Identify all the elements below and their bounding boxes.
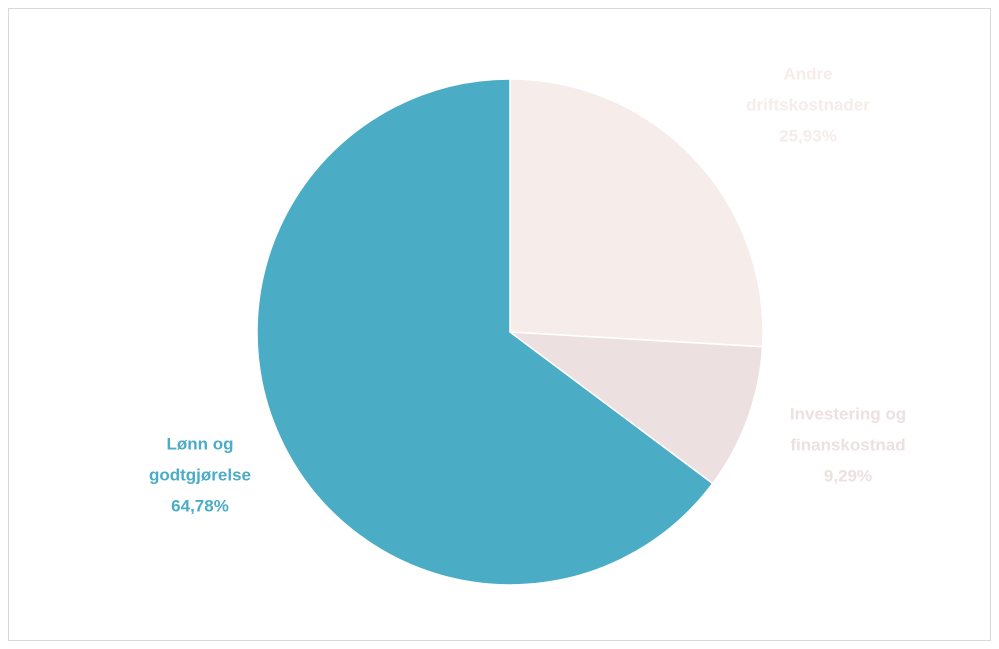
category-label: Andre driftskostnader (746, 64, 870, 115)
value-label: 9,29% (823, 466, 873, 486)
data-label: Andre driftskostnader 25,93% (723, 59, 893, 152)
data-label: Lønn og godtgjørelse 64,78% (125, 429, 275, 522)
pie-slice (256, 78, 714, 586)
data-label: Investering og finanskostnad 9,29% (763, 399, 933, 492)
value-label: 25,93% (779, 126, 837, 146)
pie-slice (509, 78, 764, 348)
value-label: 64,78% (171, 496, 229, 516)
pie-slice (507, 331, 764, 485)
category-label: Investering og finanskostnad (789, 404, 907, 455)
category-label: Lønn og godtgjørelse (148, 434, 251, 485)
